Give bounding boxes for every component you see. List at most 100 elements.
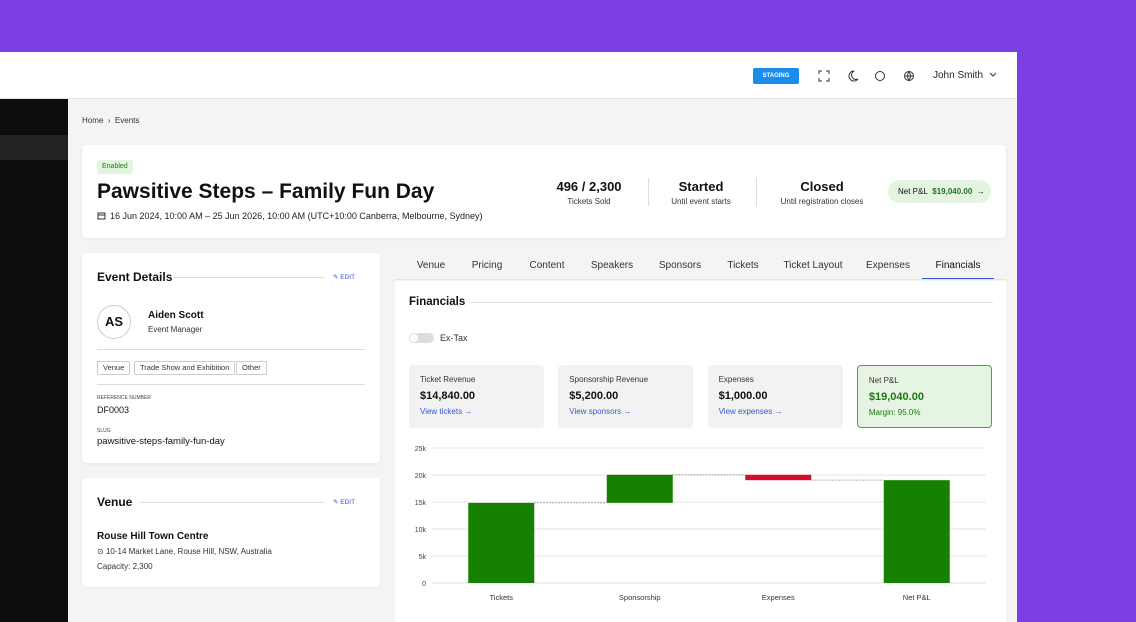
x-tick-label: Expenses [762,593,795,602]
card-title: Venue [97,495,133,509]
venue-address: ⊙ 10-14 Market Lane, Rouse Hill, NSW, Au… [97,547,272,556]
user-name[interactable]: John Smith [933,70,984,81]
tab[interactable]: Tickets [727,260,759,271]
kpi-card: Sponsorship Revenue $5,200.00 View sponsor… [558,365,694,428]
y-tick-label: 10k [415,527,427,534]
edit-button[interactable]: ✎ EDIT [333,274,356,281]
panel-title: Financials [409,296,466,308]
sidebar [0,99,68,622]
kpi-value: $19,040.00 [868,391,924,403]
divider [140,502,324,503]
toolbar-icons [818,70,914,82]
field-label: REFERENCE NUMBER [97,395,151,401]
tag: Trade Show and Exhibition [134,361,236,375]
field-label: SLUG [97,428,111,434]
divider [97,349,365,350]
field-value: pawsitive-steps-family-fun-day [97,436,225,447]
toggle-label: Ex-Tax [440,333,468,343]
divider [174,277,324,278]
bar [606,474,673,503]
tab[interactable]: Ticket Layout [783,260,843,271]
manager-role: Event Manager [148,325,203,334]
kpi-link[interactable]: View tickets → [420,407,473,416]
stat-value: Closed [800,179,844,194]
divider [97,384,365,385]
ex-tax-toggle[interactable] [409,333,434,343]
stat-value: Started [678,179,724,194]
tab-baseline [395,279,1006,280]
breadcrumb: Home › Events [82,116,140,125]
pnl-pill[interactable]: Net P&L $19,040.00 → [888,180,991,203]
bar [745,474,812,481]
theme-icon[interactable] [848,70,859,82]
kpi-label: Net P&L [868,376,899,385]
divider [756,178,757,206]
stat-label: Until registration closes [780,197,864,206]
edit-label: EDIT [340,499,356,506]
tab[interactable]: Sponsors [658,260,702,271]
event-title: Pawsitive Steps – Family Fun Day [97,180,435,203]
card-title: Event Details [97,270,173,284]
fullscreen-icon[interactable] [818,70,830,82]
env-badge[interactable]: STAGING [753,68,799,84]
kpi-card: Net P&L $19,040.00 Margin: 95.0% [856,365,992,428]
help-icon[interactable] [875,71,885,81]
avatar: AS [97,305,131,339]
edit-button[interactable]: ✎ EDIT [333,499,356,506]
manager-name: Aiden Scott [148,310,204,321]
pnl-label: Net P&L [898,187,928,196]
user-chevron[interactable] [989,72,997,78]
tab[interactable]: Expenses [866,260,910,271]
sidebar-active-item[interactable] [0,135,68,160]
edit-label: EDIT [340,274,356,281]
kpi-label: Expenses [718,375,754,384]
status-badge: Enabled [97,160,133,174]
kpi-link[interactable]: View sponsors → [569,407,632,416]
y-tick-label: 0 [422,581,426,588]
tab[interactable]: Financials [935,260,981,271]
kpi-label: Ticket Revenue [420,375,476,384]
venue-name: Rouse Hill Town Centre [97,531,209,542]
kpi-card: Ticket Revenue $14,840.00 View tickets → [409,365,544,428]
kpi-value: $14,840.00 [420,390,476,402]
kpi-value: $1,000.00 [718,390,768,402]
venue-capacity: Capacity: 2,300 [97,562,153,571]
kpi-label: Sponsorship Revenue [569,375,649,384]
x-tick-label: Sponsorship [619,593,661,602]
stat-label: Tickets Sold [567,197,611,206]
x-tick-label: Net P&L [903,593,931,602]
bar [883,480,950,583]
breadcrumb-item[interactable]: Home [82,116,104,125]
divider [471,302,993,303]
event-card [82,145,1006,238]
details-card [82,253,380,463]
address-text: 10-14 Market Lane, Rouse Hill, NSW, Aust… [105,547,272,556]
tag: Venue [97,361,131,375]
breadcrumb-item: Events [114,116,140,125]
kpi-value: $5,200.00 [569,390,619,402]
y-tick-label: 5k [419,554,427,561]
tab[interactable]: Speakers [590,260,634,271]
bar [468,502,535,583]
tab[interactable]: Venue [416,260,446,271]
y-tick-label: 15k [415,500,427,507]
kpi-note: Margin: 95.0% [868,408,921,417]
kpi-card: Expenses $1,000.00 View expenses → [707,365,843,428]
y-tick-label: 20k [415,473,427,480]
stat-label: Until event starts [671,197,731,206]
tag: Other [236,361,267,375]
field-value: DF0003 [97,405,130,415]
tab[interactable]: Content [529,260,565,271]
tab[interactable]: Pricing [471,260,503,271]
venue-card [82,478,380,587]
stat-value: 496 / 2,300 [556,179,622,194]
event-dates: 16 Jun 2024, 10:00 AM – 25 Jun 2026, 10:… [110,211,483,221]
waterfall-chart: 0 5k 10k 15k 20k 25k Tickets Sponsorship Expense… [415,446,986,602]
top-bar [0,52,1017,99]
kpi-link[interactable]: View expenses → [718,407,783,416]
calendar-icon [97,212,106,220]
x-tick-label: Tickets [490,593,514,602]
y-tick-label: 25k [415,446,427,453]
pnl-value: $19,040.00 [932,187,973,196]
